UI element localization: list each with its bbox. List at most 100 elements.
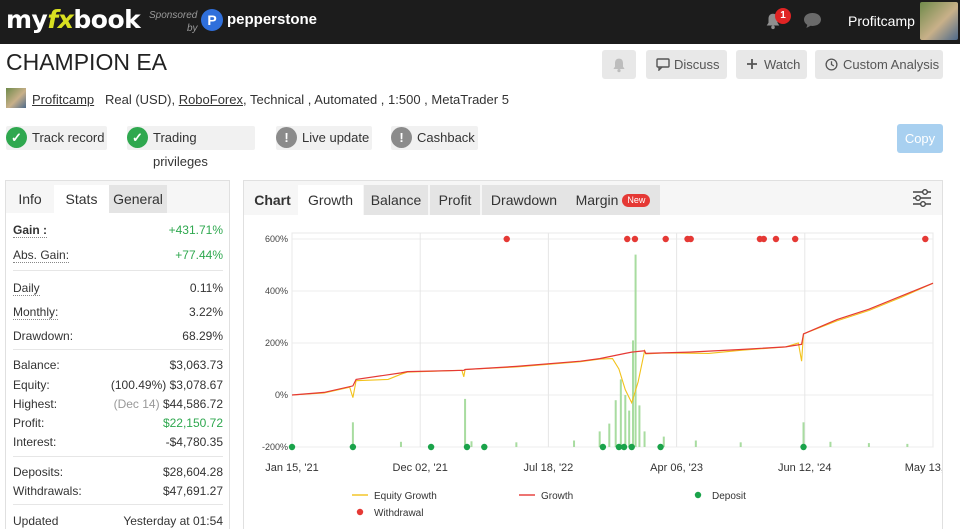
- tab-margin[interactable]: Margin New: [566, 185, 660, 215]
- tab-balance[interactable]: Balance: [364, 185, 428, 215]
- y-tick-label: 0%: [275, 390, 288, 400]
- activity-bar: [802, 422, 805, 447]
- live-update-badge[interactable]: ! Live update: [276, 126, 372, 150]
- comment-icon: [656, 58, 670, 71]
- track-record-label: Track record: [32, 130, 105, 145]
- y-tick-label: 600%: [265, 234, 288, 244]
- sponsored-by-label: Sponsored by: [149, 9, 198, 35]
- plot-area: [291, 232, 934, 448]
- activity-bar: [573, 440, 576, 447]
- custom-analysis-button[interactable]: Custom Analysis: [815, 50, 943, 79]
- profit-value: $22,150.72: [162, 416, 223, 430]
- top-navbar: myfxbook Sponsored by P pepperstone 1 Pr…: [0, 0, 960, 44]
- withdrawal-marker: [503, 235, 510, 243]
- legend-swatch: [694, 491, 702, 499]
- stats-tabs: Info Stats General: [6, 181, 229, 213]
- x-tick-label: Apr 06, '23: [650, 462, 703, 474]
- abs-gain-label[interactable]: Abs. Gain:: [13, 248, 70, 263]
- owner-avatar[interactable]: [6, 88, 26, 108]
- activity-bar: [906, 443, 909, 447]
- deposit-marker: [349, 443, 357, 451]
- discuss-button[interactable]: Discuss: [646, 50, 727, 79]
- deposits-value: $28,604.28: [162, 465, 223, 479]
- tab-chart[interactable]: Chart: [254, 192, 291, 208]
- balance-value: $3,063.73: [169, 358, 223, 372]
- chart-tabs: Chart Growth Balance Profit Drawdown Mar…: [244, 181, 942, 215]
- myfxbook-logo[interactable]: myfxbook: [6, 5, 141, 34]
- track-record-badge[interactable]: ✓ Track record: [6, 126, 107, 150]
- drawdown-label: Drawdown:: [13, 329, 74, 343]
- highest-value-group: (Dec 14) $44,586.72: [114, 397, 223, 411]
- copy-button[interactable]: Copy: [897, 124, 943, 153]
- chart-settings-icon[interactable]: [912, 189, 932, 207]
- deposit-marker: [800, 443, 807, 451]
- page-title: CHAMPION EA: [6, 49, 168, 75]
- x-tick-label: Jul 18, '22: [523, 462, 573, 474]
- x-tick-label: Jan 15, '21: [265, 462, 318, 474]
- daily-label[interactable]: Daily: [13, 281, 40, 296]
- x-tick-label: Dec 02, '21: [393, 462, 448, 474]
- withdrawal-marker: [624, 235, 631, 243]
- activity-bar: [614, 400, 617, 447]
- chat-icon[interactable]: [803, 12, 822, 29]
- highest-date: (Dec 14): [113, 397, 160, 411]
- y-tick-label: 400%: [265, 286, 288, 296]
- tab-growth[interactable]: Growth: [298, 185, 363, 215]
- tab-profit[interactable]: Profit: [430, 185, 480, 215]
- deposit-marker: [288, 443, 296, 451]
- withdrawal-marker: [772, 235, 780, 243]
- updated-label: Updated: [13, 514, 59, 528]
- discuss-label: Discuss: [674, 57, 720, 72]
- deposit-marker: [615, 443, 623, 451]
- live-update-label: Live update: [302, 130, 370, 145]
- monthly-label[interactable]: Monthly:: [13, 305, 59, 320]
- interest-label: Interest:: [13, 435, 57, 449]
- updated-value: Yesterday at 01:54: [123, 514, 223, 528]
- activity-bar: [624, 395, 627, 447]
- tab-info[interactable]: Info: [18, 191, 42, 207]
- balance-label: Balance:: [13, 358, 60, 372]
- activity-bar: [619, 379, 622, 447]
- logo-my: my: [6, 5, 48, 34]
- trading-privileges-badge[interactable]: ✓ Trading privileges: [127, 126, 255, 169]
- watch-button[interactable]: Watch: [736, 50, 807, 79]
- alert-bell-button[interactable]: [602, 50, 636, 79]
- watch-label: Watch: [764, 57, 801, 72]
- equity-growth-line: [291, 282, 934, 405]
- tab-drawdown[interactable]: Drawdown: [482, 185, 566, 215]
- user-avatar[interactable]: [920, 2, 958, 40]
- equity-value-group: (100.49%) $3,078.67: [111, 378, 223, 392]
- pepperstone-name[interactable]: pepperstone: [227, 11, 318, 28]
- activity-bar: [662, 436, 665, 447]
- chart-panel: Chart Growth Balance Profit Drawdown Mar…: [243, 180, 943, 529]
- current-user-name[interactable]: Profitcamp: [848, 13, 915, 29]
- new-badge: New: [622, 194, 651, 207]
- y-tick-label: 200%: [265, 338, 288, 348]
- withdrawal-marker: [791, 235, 799, 243]
- check-icon: ✓: [127, 127, 148, 148]
- divider: [13, 270, 223, 271]
- withdrawal-marker: [760, 235, 767, 243]
- tab-stats[interactable]: Stats: [54, 185, 109, 213]
- activity-bar: [829, 441, 832, 447]
- tab-general[interactable]: General: [109, 185, 167, 213]
- deposit-marker: [481, 443, 488, 451]
- growth-chart[interactable]: 600% 400% 200% 0% -200% Jan 15, '21 Dec 02, '2…: [244, 217, 942, 529]
- stats-panel: Info Stats General Gain : +431.71% Abs. …: [5, 180, 230, 529]
- exclamation-icon: !: [391, 127, 412, 148]
- trading-privileges-label: Trading privileges: [153, 130, 208, 169]
- gain-label[interactable]: Gain :: [13, 223, 48, 238]
- account-details: , Technical , Automated , 1:500 , MetaTr…: [243, 92, 509, 107]
- deposit-marker: [620, 443, 628, 451]
- activity-bar: [628, 410, 631, 447]
- y-tick-label: -200%: [262, 442, 288, 452]
- monthly-value: 3.22%: [188, 305, 223, 319]
- pepperstone-logo-icon[interactable]: P: [201, 9, 223, 31]
- withdrawals-label: Withdrawals:: [13, 484, 82, 498]
- activity-bar: [598, 431, 601, 447]
- broker-link[interactable]: RoboForex: [178, 92, 243, 107]
- cashback-badge[interactable]: ! Cashback: [391, 126, 478, 150]
- activity-bar: [470, 441, 473, 447]
- owner-link[interactable]: Profitcamp: [32, 92, 95, 107]
- equity-percent: (100.49%): [110, 378, 167, 392]
